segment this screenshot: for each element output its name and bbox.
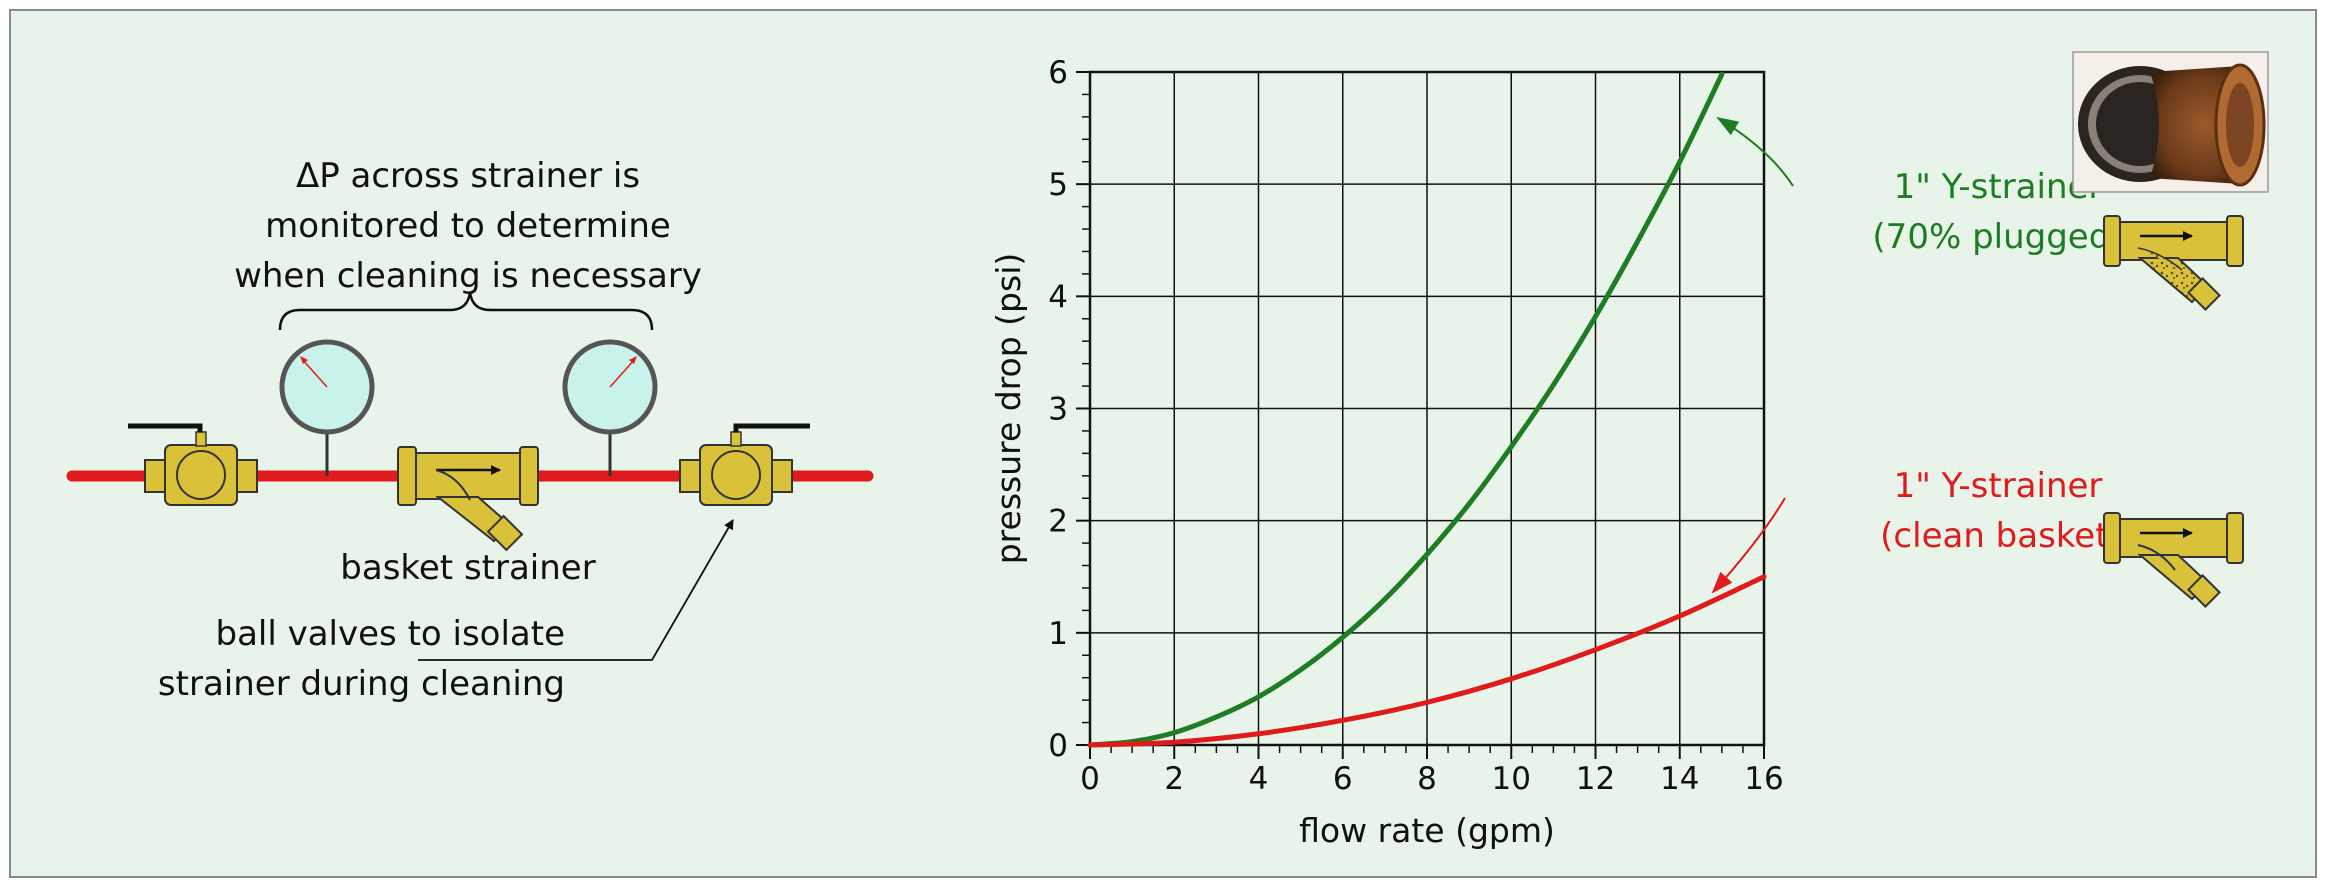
basket-strainer-label: basket strainer bbox=[340, 548, 595, 588]
chart-grid bbox=[1090, 72, 1764, 745]
x-tick-label: 4 bbox=[1249, 761, 1269, 797]
panel-background bbox=[9, 9, 2317, 878]
clean-series-label-line-2: (clean basket) bbox=[1880, 516, 2122, 556]
y-tick-label: 0 bbox=[1048, 728, 1068, 764]
y-tick-label: 5 bbox=[1048, 167, 1068, 203]
brace-bracket bbox=[278, 291, 654, 331]
plugged-series-label-line-1: 1" Y-strainer bbox=[1894, 167, 2103, 207]
ball-valve-icon bbox=[679, 423, 810, 506]
y-tick-label: 4 bbox=[1048, 279, 1068, 315]
valves-label-line-2: strainer during cleaning bbox=[158, 664, 565, 704]
y-tick-label: 2 bbox=[1048, 504, 1068, 540]
clean-series-line bbox=[1087, 574, 1767, 748]
basket-strainer-icon bbox=[397, 446, 539, 552]
x-tick-label: 0 bbox=[1080, 761, 1100, 797]
caption-line-1: ΔP across strainer is bbox=[296, 156, 640, 196]
plugged-series-pointer bbox=[1716, 116, 1794, 187]
x-tick-labels: 0 2 4 6 8 10 12 14 16 bbox=[1080, 761, 1784, 797]
plugged-y-strainer-icon bbox=[2103, 215, 2244, 311]
chart-minor-ticks bbox=[1076, 71, 1765, 759]
x-tick-label: 6 bbox=[1333, 761, 1353, 797]
valve-leader-line bbox=[418, 519, 734, 661]
plot-frame bbox=[1088, 70, 1766, 747]
series-layer bbox=[1087, 71, 1767, 748]
y-tick-labels: 0 1 2 3 4 5 6 bbox=[1048, 55, 1068, 764]
plugged-series-line bbox=[1087, 71, 1725, 748]
y-tick-label: 6 bbox=[1048, 55, 1068, 91]
ball-valve-icon bbox=[128, 423, 258, 506]
clean-y-strainer-icon bbox=[2103, 512, 2244, 608]
x-tick-label: 14 bbox=[1660, 761, 1699, 797]
valves-label-line-1: ball valves to isolate bbox=[215, 614, 565, 654]
x-axis-label: flow rate (gpm) bbox=[1299, 811, 1555, 850]
strainer-schematic: ΔP across strainer is monitored to deter… bbox=[66, 156, 874, 704]
y-axis-label: pressure drop (psi) bbox=[989, 253, 1028, 565]
caption-line-3: when cleaning is necessary bbox=[234, 256, 702, 296]
x-tick-label: 8 bbox=[1417, 761, 1437, 797]
plugged-series-label-line-2: (70% plugged) bbox=[1872, 217, 2123, 257]
clean-series-pointer bbox=[1711, 497, 1786, 594]
caption-line-2: monitored to determine bbox=[265, 206, 671, 246]
x-tick-label: 10 bbox=[1492, 761, 1531, 797]
y-tick-label: 1 bbox=[1048, 616, 1068, 652]
clean-series-label-line-1: 1" Y-strainer bbox=[1894, 466, 2103, 506]
x-tick-label: 16 bbox=[1744, 761, 1783, 797]
pressure-gauge-icon bbox=[279, 339, 375, 435]
x-tick-label: 12 bbox=[1576, 761, 1615, 797]
y-tick-label: 3 bbox=[1048, 392, 1068, 428]
x-tick-label: 2 bbox=[1164, 761, 1184, 797]
pressure-gauge-icon bbox=[562, 339, 658, 435]
plugged-basket-photo bbox=[2072, 51, 2269, 193]
